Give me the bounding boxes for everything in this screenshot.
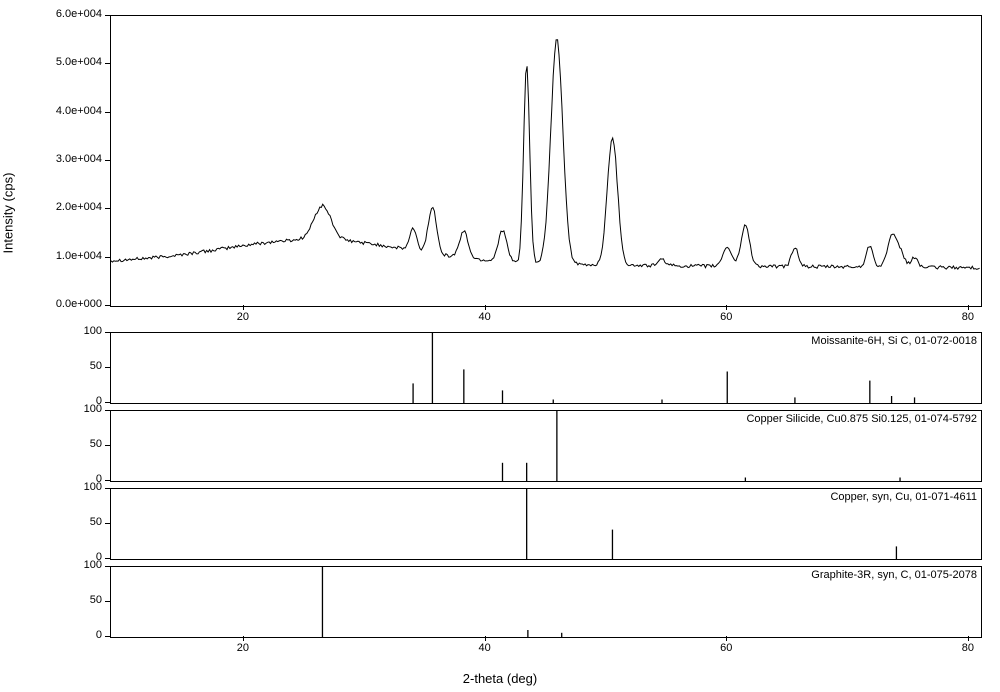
- xrd-chart-container: Intensity (cps) 2-theta (deg) 0.0e+0001.…: [0, 0, 1000, 692]
- ref-panel: Graphite-3R, syn, C, 01-075-2078: [110, 566, 982, 638]
- y-axis-label: Intensity (cps): [1, 173, 16, 254]
- x-axis-label: 2-theta (deg): [463, 671, 537, 686]
- main-xrd-panel: [110, 15, 982, 307]
- ref-panel-title: Graphite-3R, syn, C, 01-075-2078: [811, 569, 977, 581]
- ref-panel-title: Copper Silicide, Cu0.875 Si0.125, 01-074…: [746, 413, 977, 425]
- ref-panel-title: Moissanite-6H, Si C, 01-072-0018: [811, 335, 977, 347]
- ref-panel: Moissanite-6H, Si C, 01-072-0018: [110, 332, 982, 404]
- ref-panel: Copper Silicide, Cu0.875 Si0.125, 01-074…: [110, 410, 982, 482]
- ref-panel-title: Copper, syn, Cu, 01-071-4611: [830, 491, 977, 503]
- ref-panel: Copper, syn, Cu, 01-071-4611: [110, 488, 982, 560]
